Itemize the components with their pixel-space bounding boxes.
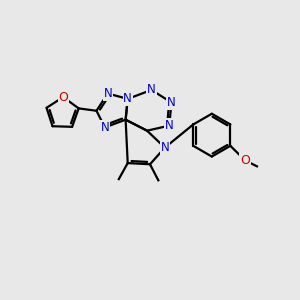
- Text: N: N: [160, 141, 169, 154]
- Text: O: O: [240, 154, 250, 167]
- Text: N: N: [103, 87, 112, 100]
- Text: N: N: [147, 83, 156, 97]
- Text: N: N: [167, 96, 176, 109]
- Text: O: O: [58, 91, 68, 103]
- Text: N: N: [100, 121, 109, 134]
- Text: N: N: [165, 119, 174, 132]
- Text: N: N: [123, 92, 132, 105]
